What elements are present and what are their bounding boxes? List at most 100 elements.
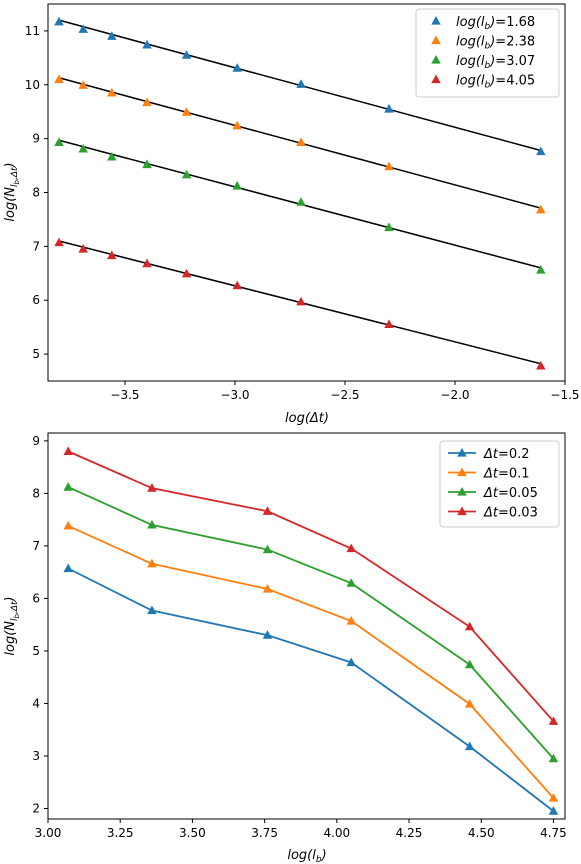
legend-marker: [457, 448, 467, 457]
legend-marker: [457, 487, 467, 496]
data-point: [181, 268, 192, 278]
x-tick-label: 4.00: [323, 826, 350, 840]
data-point: [346, 543, 357, 553]
data-point: [107, 31, 117, 40]
y-tick-label: 8: [32, 486, 40, 500]
data-point: [346, 657, 357, 667]
chart-bottom: 3.00 3.25 3.50 3.75 4.00 4.25 4.50 4.75 2 3 4 5 6 7 8 9…: [3, 432, 567, 864]
data-point: [384, 104, 394, 113]
data-point: [181, 107, 192, 116]
x-tick-label: −1.5: [550, 388, 579, 402]
y-tick-label: 8: [32, 186, 40, 200]
data-point: [232, 63, 242, 72]
chart-bottom-ticks: 3.00 3.25 3.50 3.75 4.00 4.25 4.50 4.75 2 3 4 5 6 7 8 9: [32, 434, 566, 840]
chart-bottom-marks: [63, 446, 559, 815]
y-tick-label: 6: [32, 591, 40, 605]
data-point: [262, 583, 273, 593]
legend-label: Δt=0.2: [483, 447, 530, 462]
legend-marker: [431, 74, 441, 84]
legend-label: Δt=0.1: [483, 467, 530, 482]
y-tick-label: 3: [32, 749, 40, 763]
data-point: [346, 578, 357, 587]
legend-label: Δt=0.05: [483, 486, 538, 501]
chart-top-ylabel: log(Nlb,Δt): [3, 162, 21, 221]
legend-label: log(lb)=4.05: [456, 74, 535, 91]
data-point: [296, 296, 306, 306]
data-point: [63, 563, 73, 573]
data-point: [232, 280, 242, 290]
y-tick-label: 9: [32, 434, 40, 448]
y-tick-label: 4: [32, 696, 40, 710]
y-tick-label: 9: [32, 132, 40, 146]
data-point: [464, 698, 475, 708]
y-tick-label: 5: [32, 644, 40, 658]
legend-marker: [431, 35, 441, 45]
data-point: [296, 197, 306, 206]
data-point: [147, 519, 157, 529]
series-line: [67, 486, 555, 760]
legend-marker: [431, 55, 441, 64]
data-point: [464, 741, 475, 751]
chart-bottom-frame: [47, 432, 566, 820]
x-tick-label: 4.75: [540, 826, 567, 840]
chart-top: −3.5 −3.0 −2.5 −2.0 −1.5 5 6 7 8 9 10 11 log(Δt) lo…: [3, 3, 580, 426]
x-tick-label: 4.25: [396, 826, 423, 840]
x-tick-label: 4.50: [468, 826, 495, 840]
x-tick-label: 3.00: [35, 826, 62, 840]
y-tick-label: 7: [32, 239, 40, 253]
data-point: [464, 621, 475, 631]
data-point: [63, 482, 73, 491]
data-point: [78, 80, 88, 89]
data-point: [536, 360, 546, 370]
data-point: [63, 520, 73, 530]
data-point: [262, 630, 273, 639]
data-point: [54, 74, 64, 83]
data-point: [548, 792, 559, 802]
data-point: [63, 446, 73, 455]
legend-label: Δt=0.03: [483, 506, 538, 521]
y-tick-label: 6: [32, 293, 40, 307]
data-point: [147, 483, 157, 492]
data-point: [54, 137, 64, 147]
x-tick-label: −3.5: [110, 388, 139, 402]
data-point: [142, 159, 152, 169]
y-tick-label: 11: [25, 24, 40, 38]
data-point: [54, 16, 64, 26]
series-line: [67, 567, 554, 812]
legend-label: log(lb)=2.38: [456, 35, 535, 52]
chart-bottom-legend: Δt=0.2 Δt=0.1 Δt=0.05 Δt=0.03: [439, 440, 560, 528]
data-point: [464, 659, 475, 669]
legend-marker: [457, 506, 467, 516]
data-point: [346, 616, 357, 625]
x-tick-label: −3.0: [220, 388, 249, 402]
chart-top-ticks: −3.5 −3.0 −2.5 −2.0 −1.5 5 6 7 8 9 10 11: [25, 24, 580, 402]
series-line: [67, 525, 555, 799]
data-point: [78, 244, 88, 253]
data-point: [232, 181, 242, 190]
legend-marker: [431, 16, 441, 25]
data-point: [536, 146, 546, 156]
chart-bottom-ylabel: log(Nlb,Δt): [3, 596, 21, 655]
data-point: [536, 204, 546, 214]
y-tick-label: 10: [25, 78, 40, 92]
data-point: [536, 265, 546, 274]
chart-top-xlabel: log(Δt): [285, 411, 329, 426]
data-point: [181, 169, 192, 179]
data-point: [296, 79, 306, 88]
data-point: [384, 319, 394, 329]
data-point: [142, 258, 152, 268]
y-tick-label: 7: [32, 539, 40, 553]
x-tick-label: 3.25: [107, 826, 134, 840]
data-point: [142, 97, 152, 107]
y-tick-label: 5: [32, 347, 40, 361]
data-point: [262, 506, 273, 515]
data-point: [548, 806, 559, 815]
x-tick-label: 3.75: [251, 826, 278, 840]
data-point: [384, 161, 394, 171]
chart-top-marks: [54, 16, 546, 370]
data-point: [232, 120, 242, 130]
data-point: [78, 24, 88, 33]
data-point: [147, 558, 157, 568]
legend-marker: [457, 467, 467, 477]
